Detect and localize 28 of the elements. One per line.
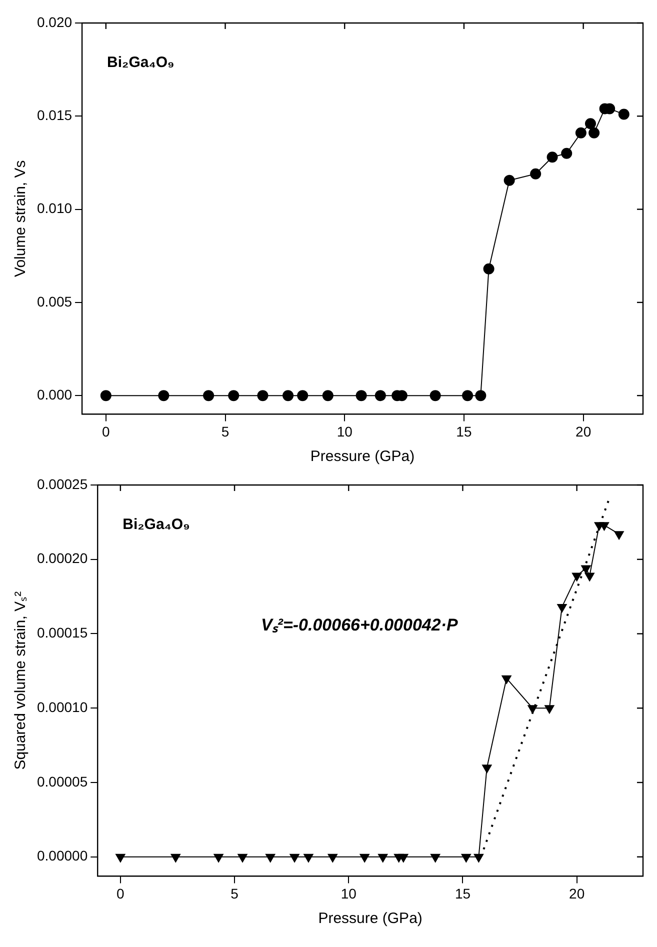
- x-tick-label: 5: [230, 885, 239, 902]
- y-tick-label: 0.00010: [36, 698, 88, 715]
- y-axis-title: Squared volume strain, Vₛ²: [12, 591, 30, 770]
- x-tick-label: 15: [456, 423, 472, 440]
- x-tick-label: 10: [336, 423, 353, 440]
- x-tick-label: 20: [569, 885, 585, 902]
- annotation: Bi₂Ga₄O₉: [107, 54, 174, 72]
- y-tick-label: 0.015: [36, 107, 72, 123]
- y-tick-label: 0.00005: [36, 773, 88, 790]
- y-tick-label: 0.000: [36, 386, 72, 402]
- y-tick-label: 0.00015: [36, 624, 88, 641]
- y-tick-label: 0.00020: [36, 550, 88, 566]
- y-tick-label: 0.005: [36, 293, 72, 310]
- x-tick-label: 15: [454, 885, 471, 902]
- y-tick-label: 0.00025: [36, 476, 88, 492]
- y-axis-title: Volume strain, Vs: [12, 160, 30, 277]
- annotation: Vₛ²=-0.00066+0.000042·P: [260, 616, 458, 635]
- y-tick-label: 0.00000: [36, 848, 88, 864]
- x-axis-title: Pressure (GPa): [318, 910, 422, 928]
- x-tick-label: 20: [576, 423, 592, 440]
- x-tick-label: 0: [102, 423, 110, 440]
- y-tick-label: 0.020: [36, 14, 72, 30]
- x-axis-title: Pressure (GPa): [310, 448, 415, 466]
- annotation: Bi₂Ga₄O₉: [122, 516, 190, 534]
- y-tick-label: 0.010: [36, 200, 72, 216]
- x-tick-label: 10: [340, 885, 357, 902]
- x-tick-label: 5: [221, 423, 230, 440]
- x-tick-label: 0: [116, 885, 125, 902]
